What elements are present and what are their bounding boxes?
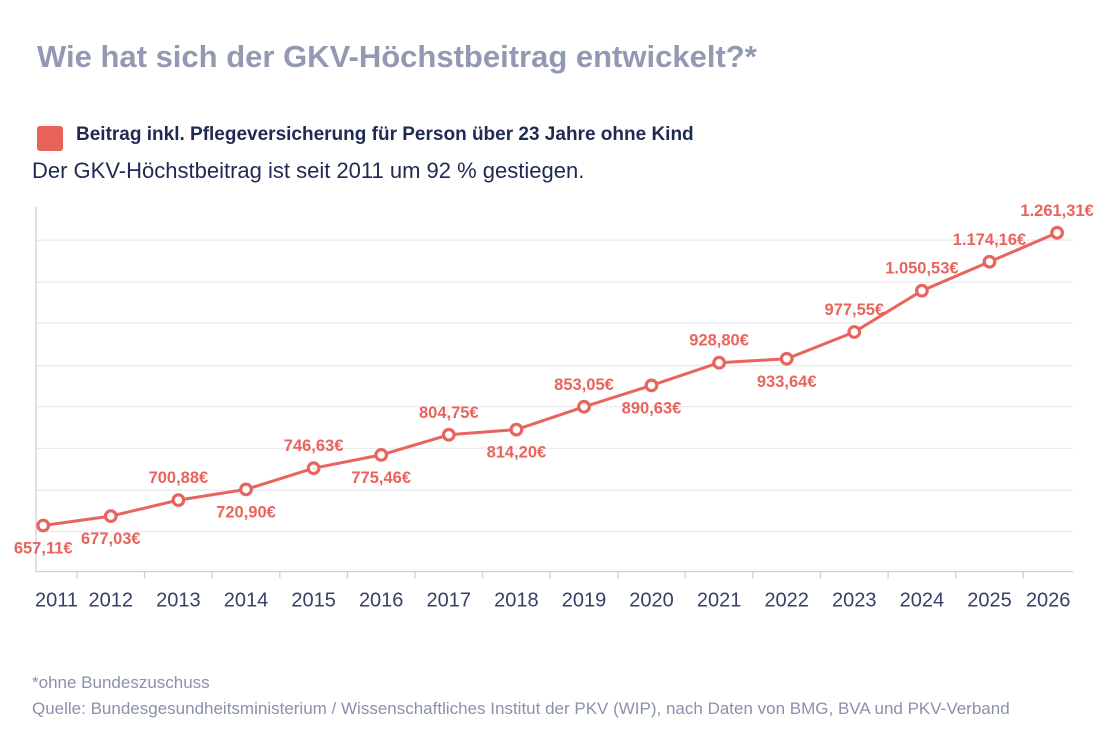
svg-text:2014: 2014 bbox=[224, 590, 269, 612]
svg-text:928,80€: 928,80€ bbox=[689, 332, 749, 350]
svg-text:804,75€: 804,75€ bbox=[419, 404, 479, 422]
svg-text:1.050,53€: 1.050,53€ bbox=[885, 260, 958, 278]
svg-text:2018: 2018 bbox=[494, 590, 539, 612]
svg-text:2017: 2017 bbox=[427, 590, 472, 612]
svg-text:853,05€: 853,05€ bbox=[554, 376, 614, 394]
svg-text:2023: 2023 bbox=[832, 590, 877, 612]
svg-text:2011: 2011 bbox=[35, 590, 78, 612]
svg-text:2019: 2019 bbox=[562, 590, 607, 612]
svg-text:700,88€: 700,88€ bbox=[149, 469, 209, 487]
svg-text:2022: 2022 bbox=[764, 590, 809, 612]
svg-text:746,63€: 746,63€ bbox=[284, 437, 344, 455]
svg-text:977,55€: 977,55€ bbox=[824, 301, 884, 319]
svg-text:890,63€: 890,63€ bbox=[622, 399, 682, 417]
svg-text:933,64€: 933,64€ bbox=[757, 373, 817, 391]
svg-text:2015: 2015 bbox=[291, 590, 336, 612]
svg-text:2012: 2012 bbox=[89, 590, 134, 612]
svg-text:677,03€: 677,03€ bbox=[81, 530, 141, 548]
svg-text:2025: 2025 bbox=[967, 590, 1012, 612]
svg-text:2016: 2016 bbox=[359, 590, 404, 612]
svg-text:720,90€: 720,90€ bbox=[216, 503, 276, 521]
svg-text:2024: 2024 bbox=[900, 590, 945, 612]
svg-text:2021: 2021 bbox=[697, 590, 742, 612]
svg-text:2020: 2020 bbox=[629, 590, 674, 612]
svg-text:657,11€: 657,11€ bbox=[14, 540, 73, 558]
svg-text:1.261,31€: 1.261,31€ bbox=[1020, 202, 1093, 220]
svg-text:814,20€: 814,20€ bbox=[487, 444, 547, 462]
svg-text:775,46€: 775,46€ bbox=[351, 469, 411, 487]
svg-text:2013: 2013 bbox=[156, 590, 201, 612]
svg-text:2026: 2026 bbox=[1026, 590, 1071, 612]
svg-text:1.174,16€: 1.174,16€ bbox=[953, 231, 1026, 249]
